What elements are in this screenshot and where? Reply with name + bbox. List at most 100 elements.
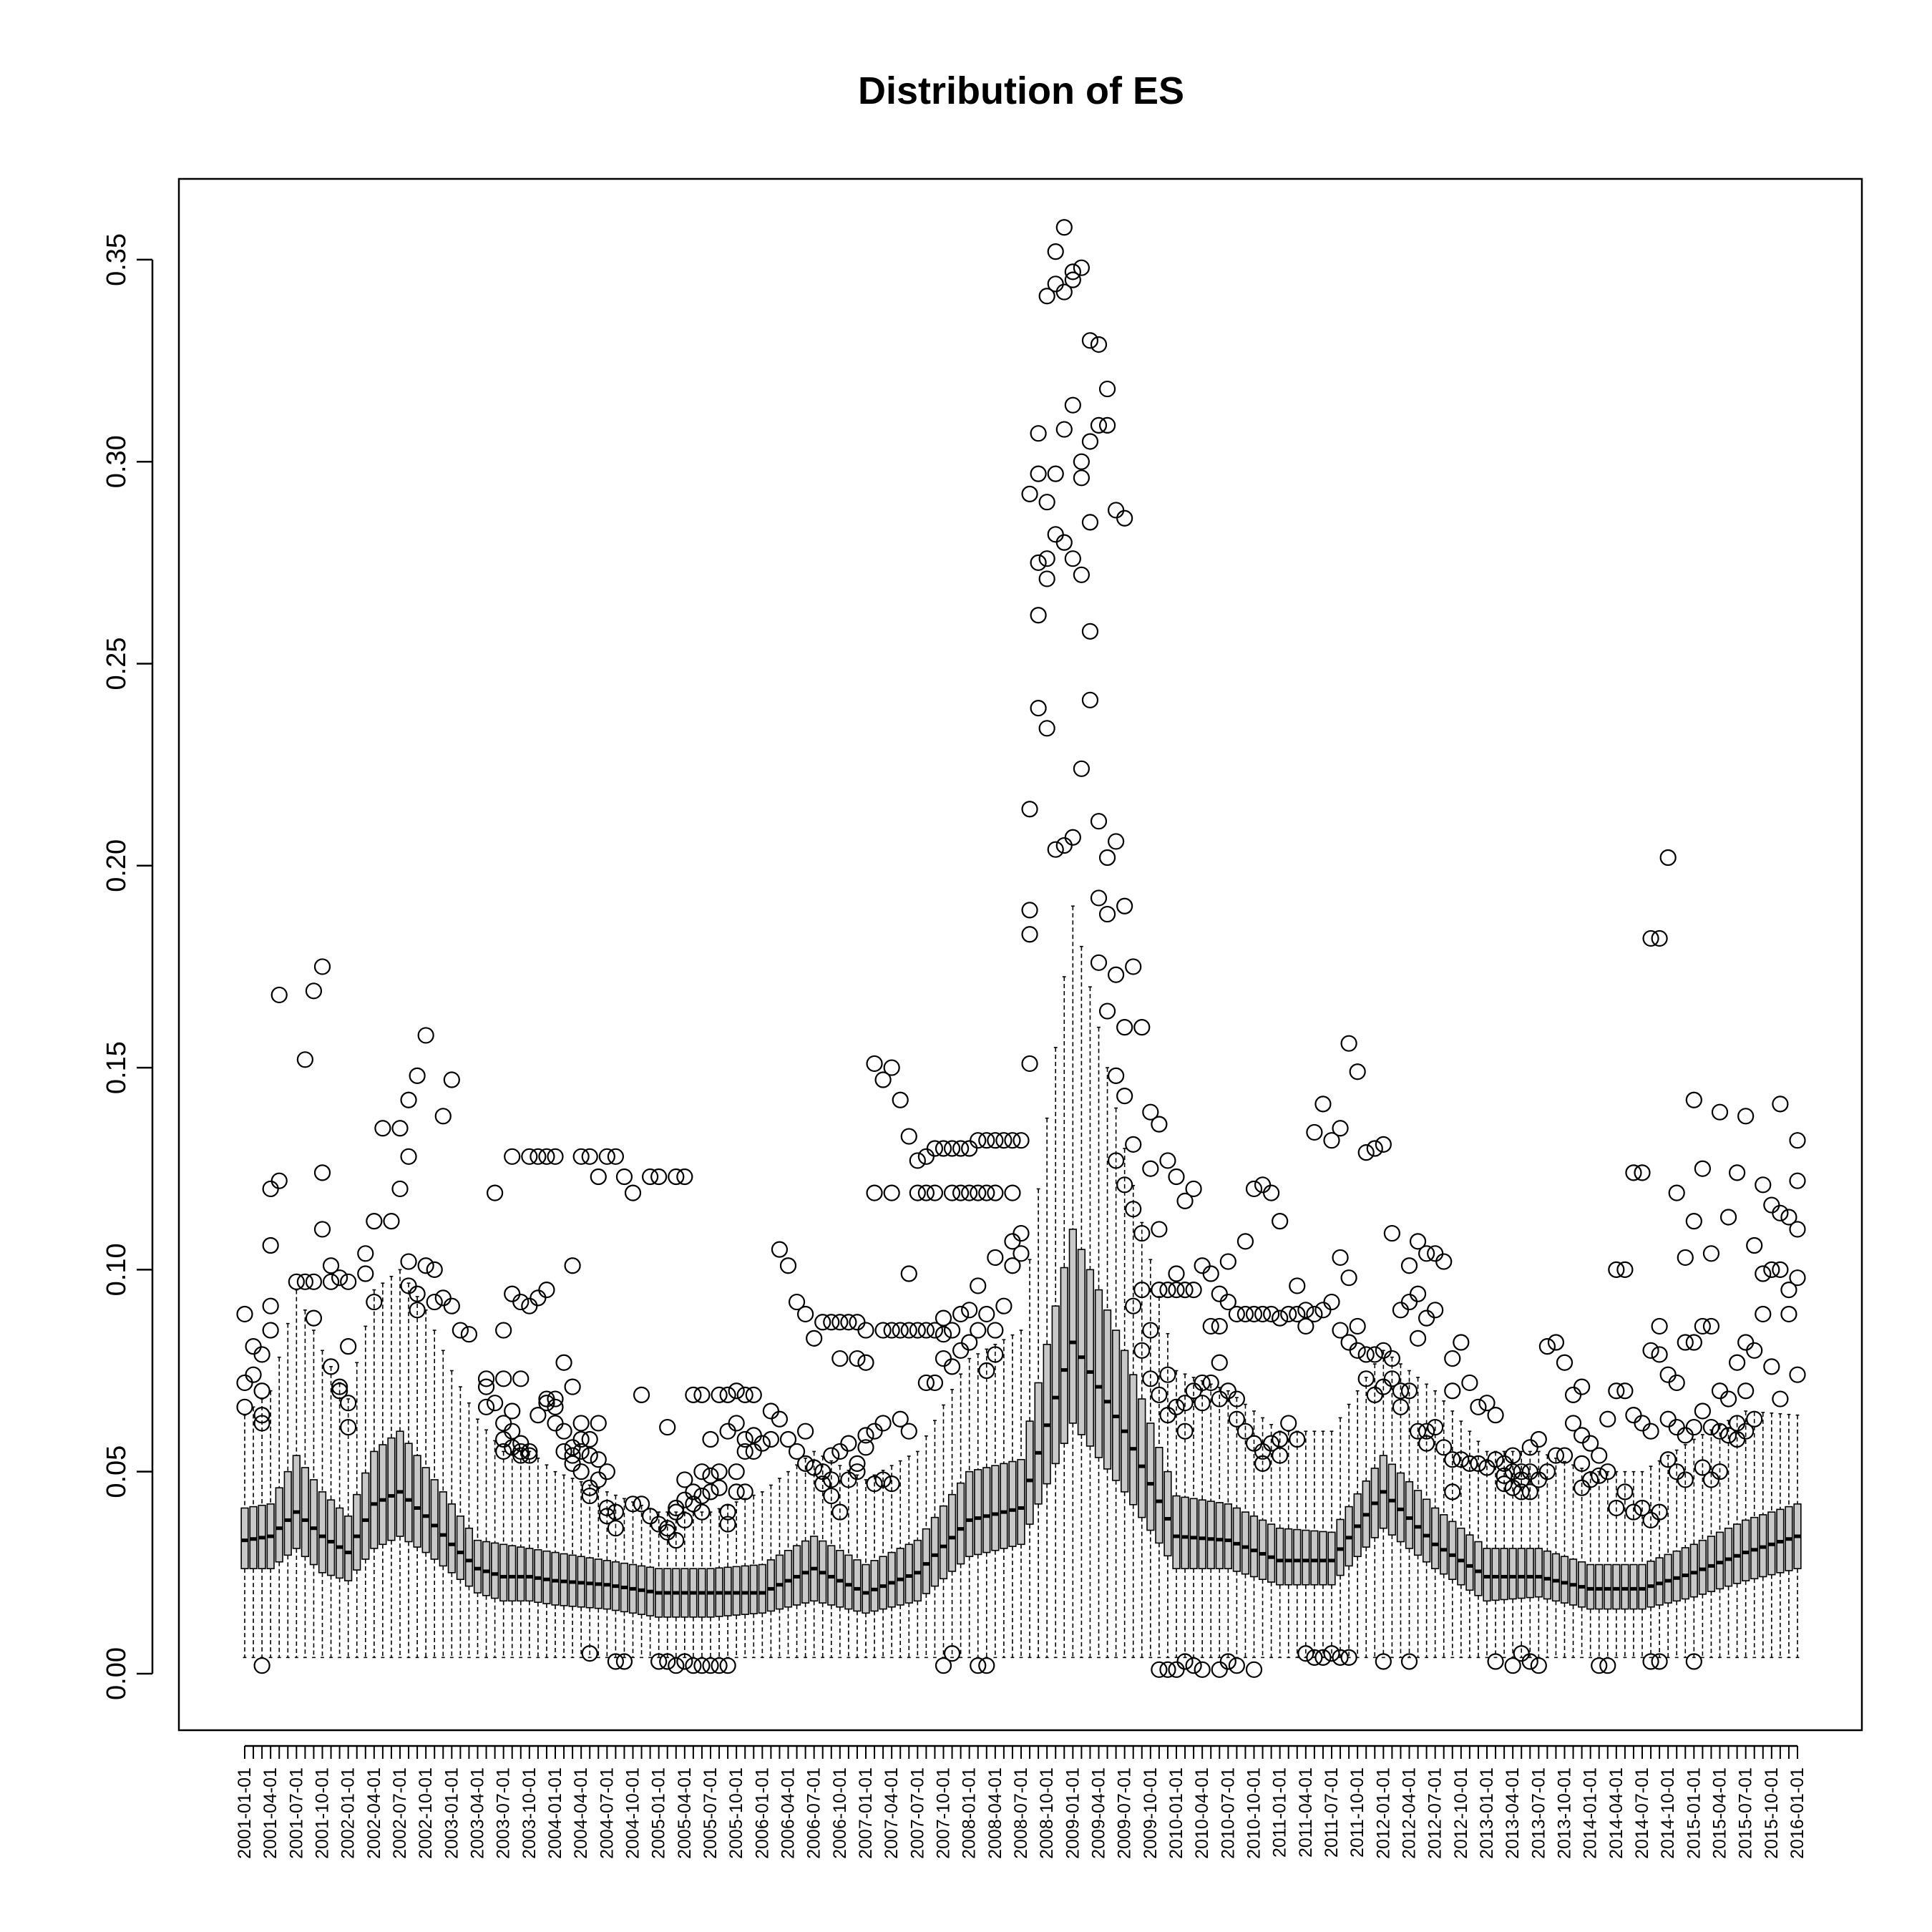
box-iqr [1422, 1498, 1431, 1563]
outlier-point [1400, 1293, 1418, 1311]
outlier-point [874, 1071, 892, 1088]
outlier-point [1521, 1483, 1538, 1501]
outlier-point [1659, 849, 1677, 867]
outlier-point [1254, 1455, 1272, 1472]
outlier-point [1616, 1483, 1634, 1501]
box-2002-08-01 [404, 1282, 413, 1659]
box-2007-10-01 [939, 1404, 948, 1659]
outlier-point [581, 1430, 598, 1448]
box-2005-04-01 [680, 1511, 689, 1659]
box-iqr [1327, 1531, 1336, 1586]
box-2001-11-01 [326, 1366, 336, 1659]
box-iqr [887, 1551, 896, 1608]
outlier-point [1021, 485, 1038, 502]
outlier-point [900, 1128, 917, 1145]
box-2012-12-01 [1474, 1440, 1483, 1659]
box-2012-11-01 [1465, 1430, 1474, 1659]
box-iqr [965, 1470, 974, 1558]
outlier-point [1677, 1334, 1694, 1351]
y-axis: 0.00 0.05 0.10 0.15 0.20 0.25 0.30 0.35 [102, 233, 154, 1700]
x-tick-label: 2013-01-01 [1477, 1767, 1497, 1859]
outlier-point [987, 1322, 1004, 1339]
x-tick-label: 2004-01-01 [545, 1767, 565, 1859]
outlier-point [1694, 1317, 1711, 1335]
outlier-point [409, 1067, 426, 1084]
outlier-point [1263, 1305, 1280, 1323]
outlier-point [530, 1148, 547, 1165]
outlier-point [1081, 433, 1099, 450]
box-iqr [1094, 1289, 1103, 1458]
outlier-point [305, 982, 323, 1000]
outlier-point [900, 1265, 917, 1282]
outlier-point [926, 1322, 944, 1339]
x-tick-label: 2006-04-01 [779, 1767, 799, 1859]
outlier-point [1634, 1164, 1651, 1181]
box-iqr [379, 1444, 387, 1546]
outlier-point [1055, 421, 1073, 438]
outlier-point [1116, 1088, 1133, 1105]
outlier-point [495, 1322, 512, 1339]
x-tick-label: 2002-07-01 [390, 1767, 410, 1859]
outlier-point [1289, 1277, 1306, 1294]
outlier-point [650, 1653, 668, 1670]
outlier-point [1574, 1378, 1591, 1395]
box-iqr [1276, 1527, 1284, 1586]
outlier-point [1064, 396, 1081, 414]
box-iqr [1302, 1529, 1310, 1586]
outlier-point [1176, 1395, 1194, 1412]
outlier-point [1159, 1661, 1176, 1678]
box-iqr [1293, 1528, 1302, 1586]
box-2012-09-01 [1448, 1410, 1457, 1659]
box-2002-05-01 [379, 1282, 387, 1659]
outlier-point [512, 1370, 530, 1387]
box-iqr [862, 1563, 870, 1614]
box-iqr [1577, 1561, 1586, 1608]
outlier-point [1340, 1269, 1357, 1287]
outlier-point [1125, 958, 1142, 975]
outlier-point [1030, 700, 1047, 717]
box-iqr [353, 1493, 361, 1571]
outlier-point [1702, 1245, 1720, 1262]
outlier-point [1711, 1423, 1729, 1440]
box-iqr [439, 1491, 447, 1567]
box-iqr [1483, 1548, 1491, 1602]
outlier-point [1064, 263, 1081, 280]
outlier-point [1038, 570, 1055, 587]
x-tick-label: 2006-01-01 [752, 1767, 772, 1859]
outlier-point [477, 1398, 495, 1415]
outlier-point [1133, 1282, 1151, 1299]
outlier-point [676, 1471, 693, 1488]
box-2001-10-01 [318, 1350, 327, 1659]
outlier-point [1513, 1645, 1530, 1662]
outlier-point [547, 1390, 564, 1407]
outlier-point [1098, 1002, 1116, 1020]
outlier-point [849, 1455, 866, 1472]
box-2009-01-01 [1068, 905, 1077, 1659]
box-iqr [456, 1515, 465, 1581]
outlier-point [728, 1463, 745, 1480]
box-iqr [473, 1539, 482, 1594]
box-iqr [309, 1479, 318, 1566]
box-2008-01-01 [965, 1357, 974, 1659]
outlier-point [1340, 1649, 1357, 1666]
box-iqr [1155, 1446, 1163, 1544]
box-iqr [1517, 1548, 1526, 1599]
box-iqr [1129, 1374, 1138, 1506]
box-2008-03-01 [982, 1348, 991, 1659]
x-tick-label: 2006-10-01 [830, 1767, 850, 1859]
outlier-point [1582, 1435, 1599, 1452]
box-2004-07-01 [602, 1491, 611, 1659]
y-tick-label: 0.05 [102, 1445, 132, 1498]
outlier-point [400, 1253, 417, 1270]
box-iqr [1440, 1514, 1448, 1575]
x-tick-label: 2012-04-01 [1400, 1767, 1420, 1859]
box-2013-09-01 [1551, 1458, 1561, 1659]
outlier-point [1081, 623, 1099, 640]
outlier-point [1556, 1447, 1574, 1464]
plot-area [236, 219, 1806, 1678]
outlier-point [1719, 1427, 1737, 1444]
box-2002-09-01 [413, 1296, 421, 1659]
box-iqr [1560, 1556, 1569, 1604]
box-iqr [1612, 1563, 1621, 1610]
outlier-point [736, 1430, 753, 1448]
